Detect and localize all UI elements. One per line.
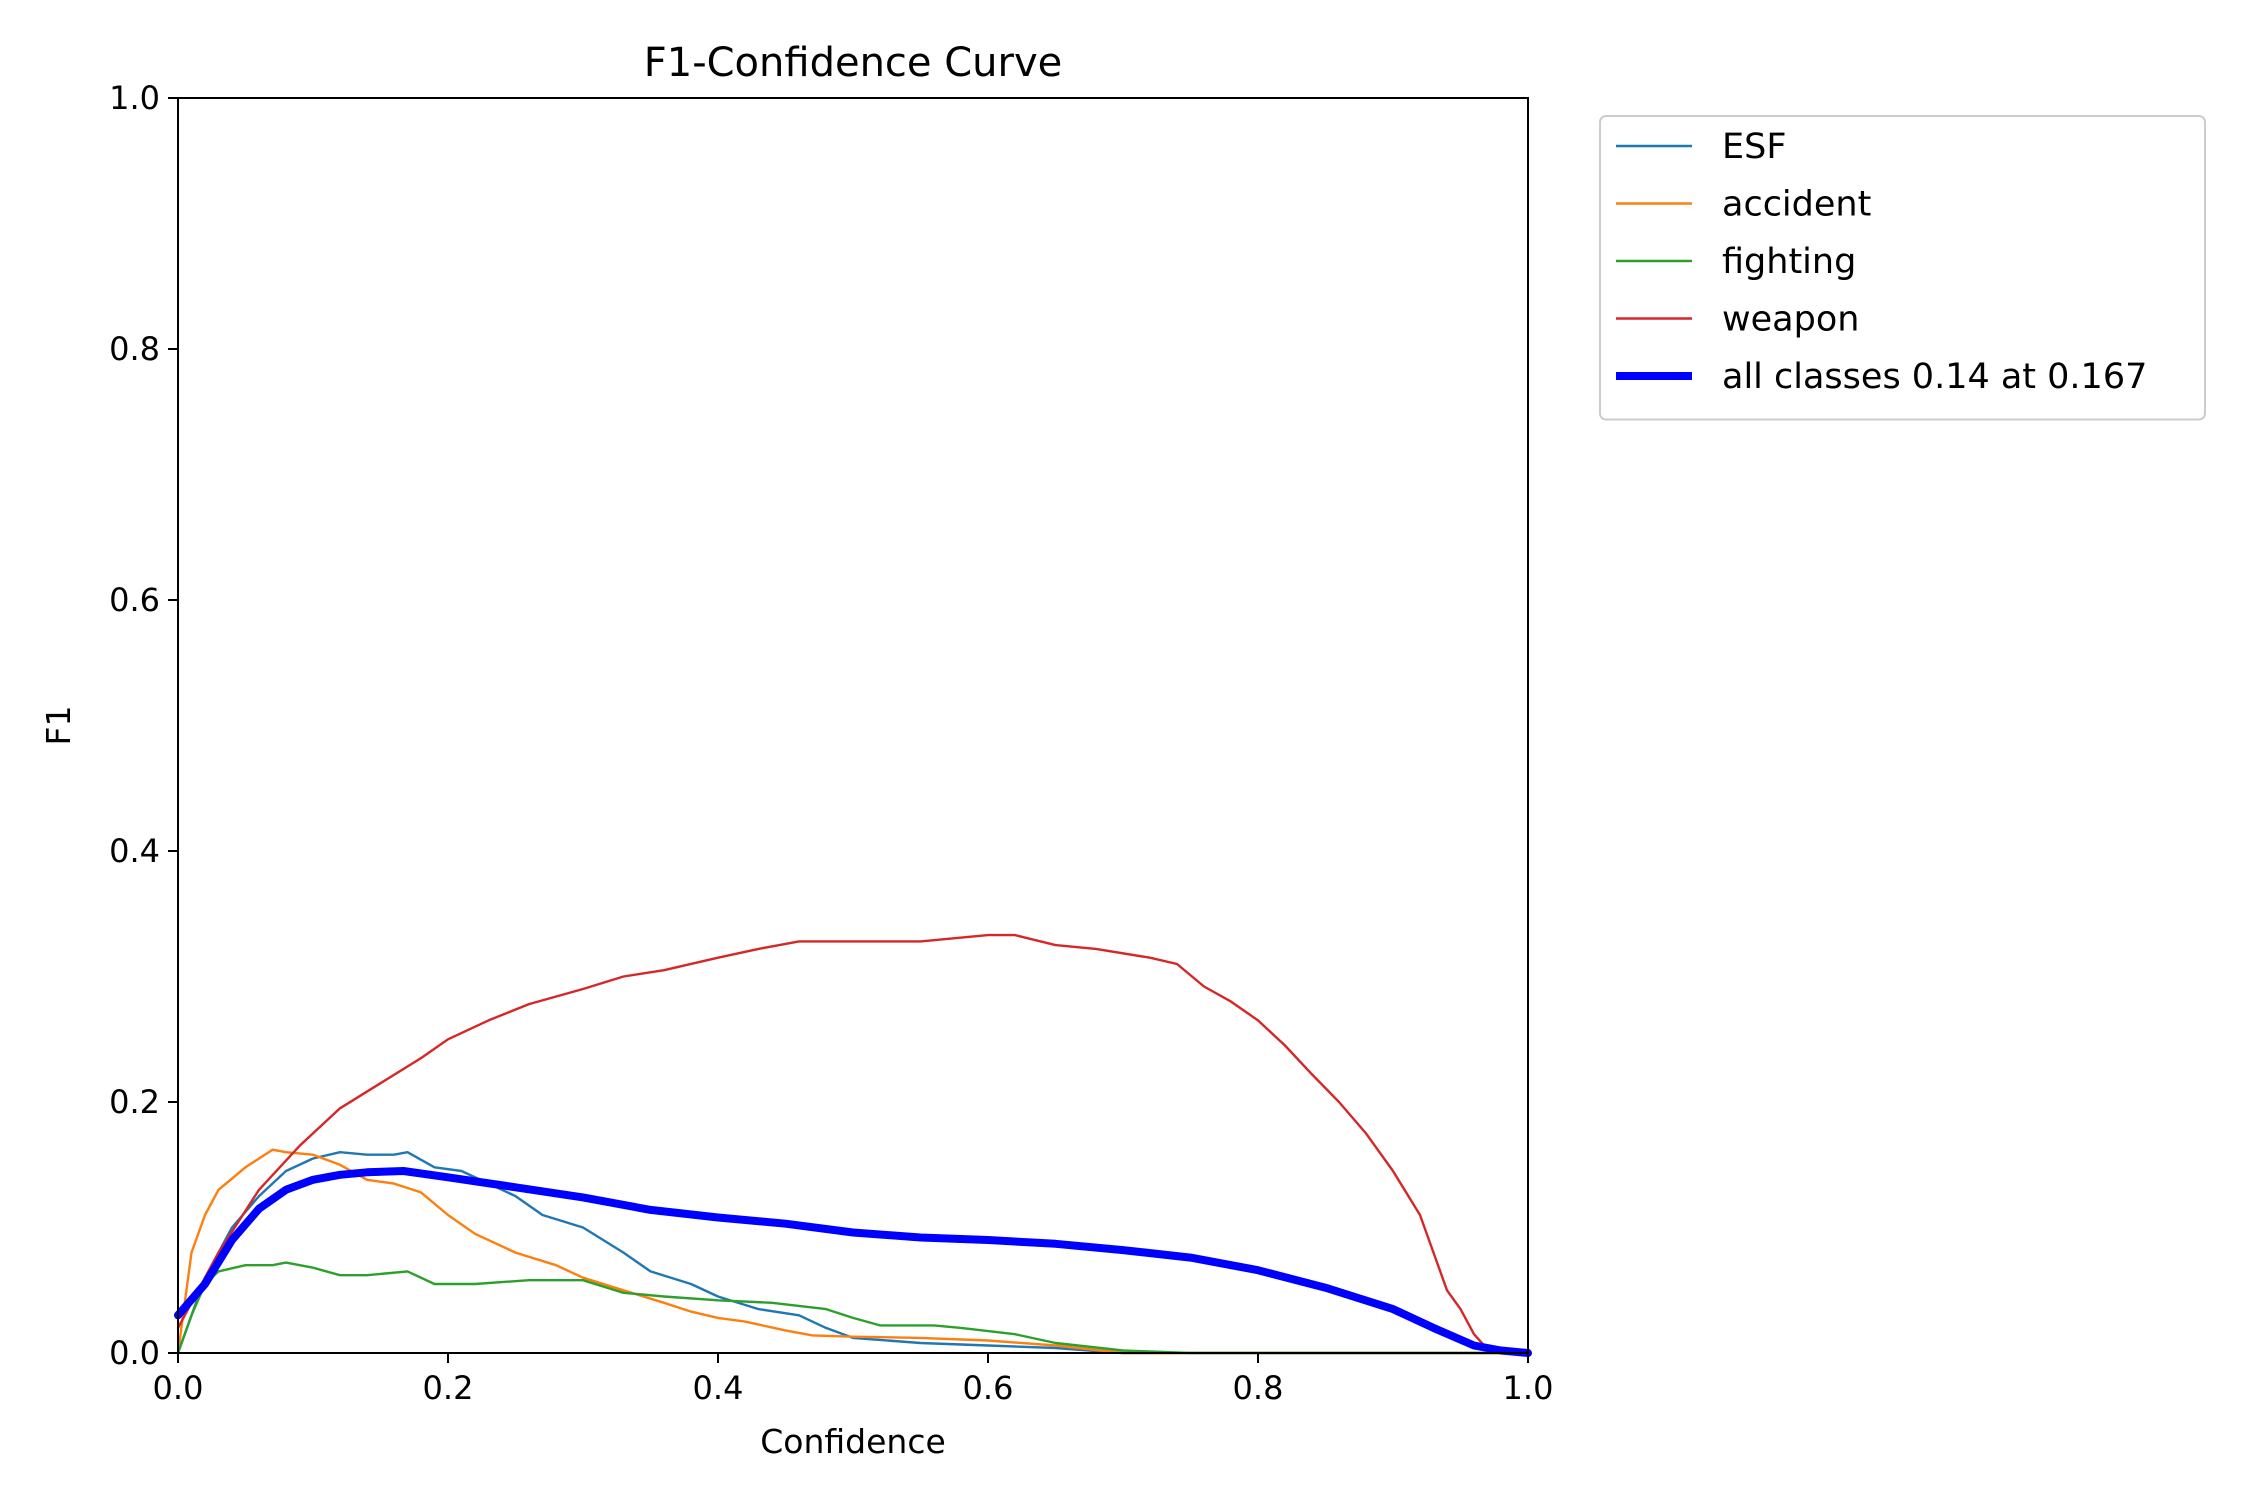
series-line-all-classes-0-14-at-0-167 [174, 1167, 1532, 1357]
legend-label: fighting [1722, 242, 1856, 282]
series-layer [174, 933, 1532, 1357]
x-axis-title: Confidence [760, 1422, 946, 1461]
y-axis: 0.0 0.2 0.4 0.6 0.8 1.0 [109, 79, 178, 1372]
x-tick-label: 0.4 [693, 1369, 744, 1407]
legend-box [1599, 115, 2206, 421]
legend-label: ESF [1722, 127, 1786, 167]
series-line-accident [176, 1148, 1530, 1355]
y-axis-title: F1 [39, 706, 78, 746]
series-line-weapon [176, 933, 1530, 1355]
y-tick-label: 1.0 [109, 79, 160, 117]
legend: ESF accident fighting weapon all classes 0.1… [1599, 115, 2206, 421]
y-tick-label: 0.2 [109, 1083, 160, 1121]
x-axis: 0.0 0.2 0.4 0.6 0.8 1.0 [153, 1353, 1554, 1407]
x-tick-label: 1.0 [1503, 1369, 1554, 1407]
x-tick-label: 0.2 [423, 1369, 474, 1407]
y-tick-label: 0.6 [109, 581, 160, 619]
series-line-esf [176, 1151, 1530, 1355]
plot-frame [177, 97, 1529, 1354]
x-tick-label: 0.6 [963, 1369, 1014, 1407]
legend-label: weapon [1722, 300, 1859, 340]
series-line-fighting [176, 1261, 1530, 1355]
x-tick-label: 0.0 [153, 1369, 204, 1407]
chart-title: F1-Confidence Curve [644, 40, 1063, 86]
legend-label: accident [1722, 185, 1871, 225]
legend-label: all classes 0.14 at 0.167 [1722, 357, 2147, 397]
y-tick-label: 0.4 [109, 832, 160, 870]
x-tick-label: 0.8 [1233, 1369, 1284, 1407]
y-tick-label: 0.8 [109, 330, 160, 368]
y-tick-label: 0.0 [109, 1334, 160, 1372]
